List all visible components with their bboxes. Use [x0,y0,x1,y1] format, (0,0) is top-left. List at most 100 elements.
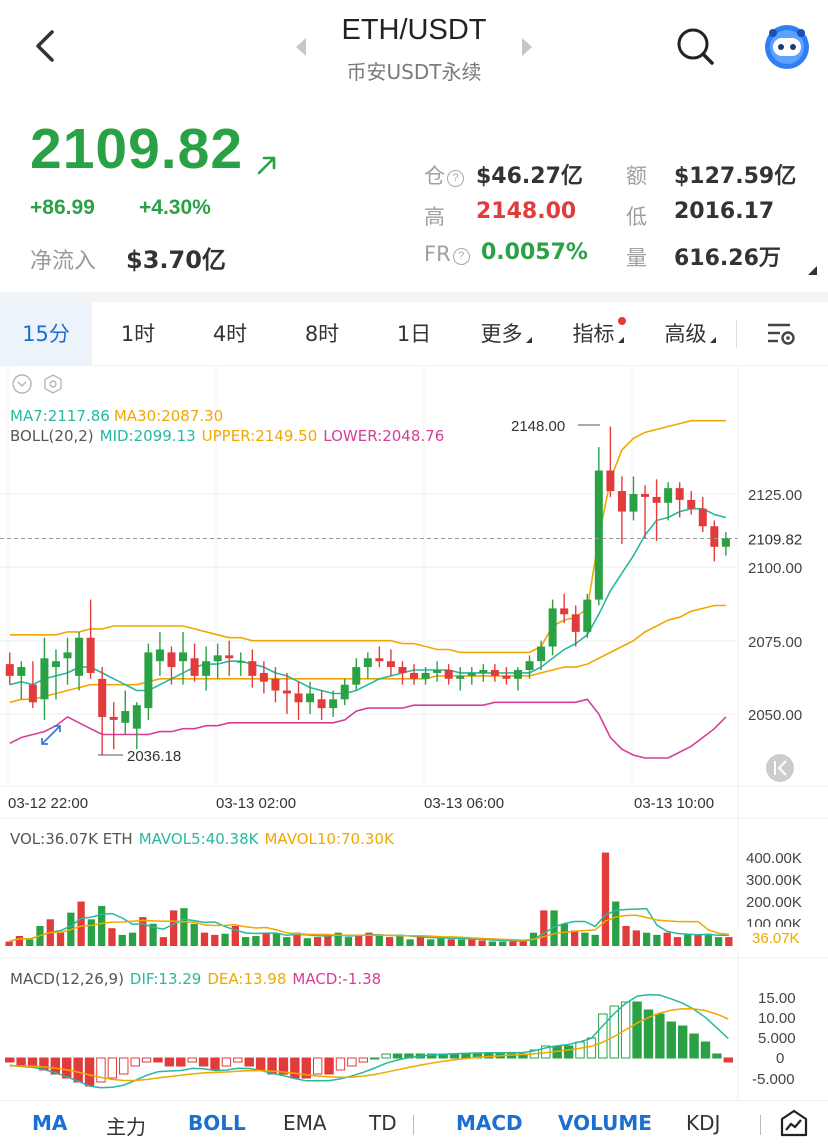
candles [5,426,730,756]
macd-tick-label: 5.000 [758,1030,796,1047]
candle-body [259,672,268,682]
candle-body [721,538,730,547]
candle-body [282,690,291,694]
scroll-to-latest-icon[interactable] [766,754,794,782]
macd-bar [335,1057,346,1071]
volume-bar [406,939,414,946]
volume-bar [560,923,568,946]
expand-stats-icon[interactable] [808,266,817,275]
tab-15m[interactable]: 15分 [0,302,92,366]
macd-bar [141,1057,152,1063]
boll-legend: BOLL(20,2) MID:2099.13 UPPER:2149.50 LOWER:… [10,427,444,445]
last-price-tag-label: 2109.82 [748,532,802,549]
volume-bar [293,932,301,946]
macd-bar [62,1057,72,1079]
macd-bar [677,1025,688,1059]
volume-value: 616.26万 [674,246,781,271]
search-icon[interactable] [675,26,715,66]
candle-body [363,658,372,668]
volume-bar [540,910,548,946]
indicator-settings-icon[interactable] [44,374,62,394]
volume-bar [262,932,270,946]
drawing-tools-icon[interactable] [780,1109,808,1137]
macd-bar [324,1057,334,1075]
chart-settings-icon[interactable] [766,320,796,348]
macd-tick-label: -5.000 [752,1071,795,1088]
dea-line [9,1008,729,1082]
volume-bar [673,937,682,946]
macd-bar [278,1057,289,1075]
indicator-td[interactable]: TD [369,1111,397,1135]
macd-bar [632,1001,642,1059]
indicator-boll[interactable]: BOLL [188,1111,246,1135]
macd-bar [301,1057,311,1079]
ma7-line [9,507,727,695]
candle-body [17,667,26,676]
candle-body [329,699,338,709]
volume-bar [591,934,599,946]
macd-bar [666,1021,676,1059]
open-interest-label[interactable]: 仓? [424,160,464,190]
kline-chart[interactable]: MA7:2117.86 MA30:2087.30 BOLL(20,2) MID:20… [0,366,828,1100]
indicator-macd[interactable]: MACD [456,1111,523,1135]
candle-body [317,699,326,709]
candle-body [248,661,257,676]
funding-rate-label[interactable]: FR? [424,242,470,266]
volume-bar [324,934,332,946]
candle-body [5,664,14,676]
candle-body [294,693,303,703]
volume-bar [211,934,219,946]
candle-body [375,658,384,662]
high-value: 2148.00 [476,199,577,224]
help-icon[interactable]: ? [447,170,464,187]
previous-symbol-icon[interactable] [296,38,306,56]
macd-bar [358,1057,368,1063]
tab-1h[interactable]: 1时 [120,322,156,346]
indicator-volume[interactable]: VOLUME [558,1111,652,1135]
candle-body [594,470,603,600]
tab-8h[interactable]: 8时 [304,322,340,346]
macd-bar [609,1005,619,1059]
candle-body [190,658,199,676]
macd-bar [255,1057,266,1071]
tab-indicators[interactable]: 指标 [552,302,644,366]
volume-bar [252,935,260,946]
volume-bar [118,934,126,946]
back-arrow-icon[interactable] [28,26,64,66]
fullscreen-icon[interactable] [41,725,61,745]
indicator-ema[interactable]: EMA [283,1111,327,1135]
tab-advanced[interactable]: 高级 [644,302,736,366]
macd-bar [210,1057,220,1071]
candle-body [652,496,661,503]
volume-bar [334,932,342,946]
candle-body [236,661,245,663]
candle-body [548,608,557,647]
low-label: 低 [626,205,647,229]
macd-bar [233,1057,243,1063]
indicator-bar: MA 主力 BOLL EMA TD MACD VOLUME KDJ [0,1100,828,1148]
top-nav-bar: ETH/USDT 币安USDT永续 [0,0,828,100]
tab-more[interactable]: 更多 [460,302,552,366]
candle-body [421,672,430,679]
macd-bar [164,1057,175,1067]
amount-label: 额 [626,164,647,188]
time-tick-label: 03-13 02:00 [216,795,296,812]
next-symbol-icon[interactable] [522,38,532,56]
robot-avatar-icon[interactable] [764,24,810,70]
collapse-icon[interactable] [12,374,32,394]
last-price-tag [738,527,828,550]
candle-body [502,675,511,679]
tab-4h[interactable]: 4时 [212,322,248,346]
macd-bar [575,1041,585,1059]
indicator-kdj[interactable]: KDJ [686,1111,721,1135]
indicator-ma[interactable]: MA [32,1111,68,1135]
open-interest-value: $46.27亿 [476,164,583,189]
ma-legend: MA7:2117.86 MA30:2087.30 [10,407,223,425]
candle-body [675,488,684,500]
indicator-main-force[interactable]: 主力 [106,1115,146,1139]
candle-body [86,637,95,673]
help-icon[interactable]: ? [452,248,470,265]
symbol-title[interactable]: ETH/USDT [341,14,487,46]
tab-1d[interactable]: 1日 [396,322,432,346]
volume-bar [170,910,178,946]
